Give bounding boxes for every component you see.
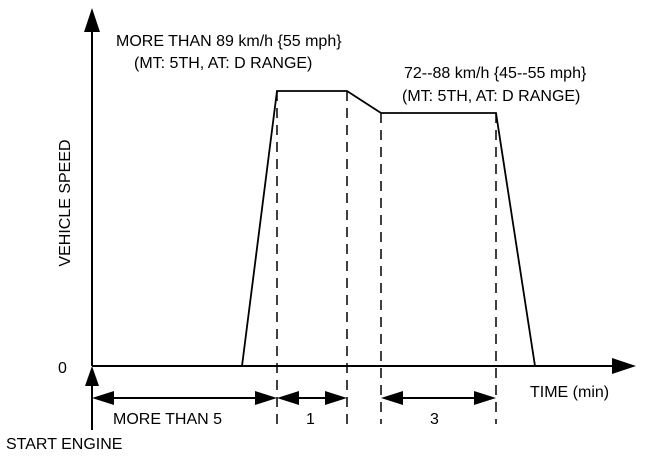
y-axis-label: VEHICLE SPEED <box>57 139 74 266</box>
interval-arrow-3-left-head <box>381 391 403 405</box>
interval-arrows <box>92 391 496 405</box>
upper-speed-label: MORE THAN 89 km/h {55 mph} <box>116 33 342 50</box>
interval-label-second: 1 <box>306 411 315 428</box>
interval-arrow-3-right-head <box>474 391 496 405</box>
y-axis-arrowhead <box>84 8 100 32</box>
interval-arrow-1-right-head <box>255 391 277 405</box>
interval-arrow-1-left-head <box>92 391 114 405</box>
origin-label: 0 <box>58 360 67 377</box>
upper-gear-label: (MT: 5TH, AT: D RANGE) <box>134 55 312 72</box>
x-axis-arrowhead <box>612 358 636 374</box>
interval-guides <box>276 91 497 424</box>
interval-arrow-2-left-head <box>277 391 299 405</box>
x-axis-label: TIME (min) <box>530 384 609 401</box>
lower-speed-label: 72--88 km/h {45--55 mph} <box>404 65 587 82</box>
interval-label-first: MORE THAN 5 <box>113 411 222 428</box>
lower-gear-label: (MT: 5TH, AT: D RANGE) <box>402 88 580 105</box>
start-engine-arrowhead <box>85 366 99 386</box>
interval-arrow-2-right-head <box>325 391 347 405</box>
interval-label-third: 3 <box>430 411 439 428</box>
speed-profile-line <box>241 90 536 367</box>
start-engine-label: START ENGINE <box>6 436 122 453</box>
